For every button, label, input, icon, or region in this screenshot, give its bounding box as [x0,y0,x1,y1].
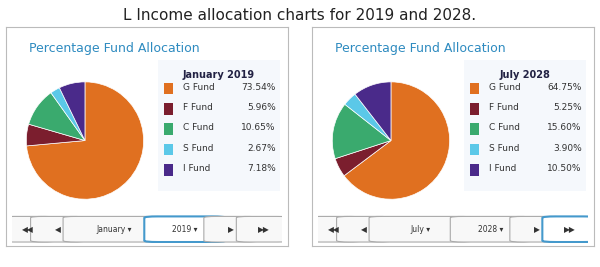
Text: 3.90%: 3.90% [553,144,582,153]
Wedge shape [26,124,85,146]
FancyBboxPatch shape [470,144,479,155]
FancyBboxPatch shape [470,83,479,94]
Text: 5.96%: 5.96% [247,103,276,112]
Text: ◀: ◀ [361,225,367,234]
Text: 5.25%: 5.25% [553,103,582,112]
Text: F Fund: F Fund [488,103,518,112]
Text: 10.50%: 10.50% [547,164,582,173]
Text: S Fund: S Fund [182,144,213,153]
Text: C Fund: C Fund [182,123,214,132]
Text: 2019 ▾: 2019 ▾ [172,225,197,234]
FancyBboxPatch shape [154,54,284,196]
Wedge shape [335,140,391,176]
Text: 15.60%: 15.60% [547,123,582,132]
Text: 2028 ▾: 2028 ▾ [478,225,503,234]
Wedge shape [26,82,143,199]
Wedge shape [332,104,391,159]
Text: ▶: ▶ [534,225,540,234]
FancyBboxPatch shape [164,164,173,176]
FancyBboxPatch shape [460,54,590,196]
Text: ▶: ▶ [228,225,234,234]
FancyBboxPatch shape [164,103,173,115]
Text: January ▾: January ▾ [97,225,132,234]
FancyBboxPatch shape [307,217,361,242]
Wedge shape [355,82,391,140]
FancyBboxPatch shape [31,217,85,242]
FancyBboxPatch shape [164,83,173,94]
Text: Percentage Fund Allocation: Percentage Fund Allocation [29,42,199,55]
FancyBboxPatch shape [450,217,532,242]
Text: G Fund: G Fund [182,83,214,92]
Text: L Income allocation charts for 2019 and 2028.: L Income allocation charts for 2019 and … [124,8,476,23]
Wedge shape [344,82,449,199]
Text: G Fund: G Fund [488,83,520,92]
Wedge shape [59,82,85,140]
Text: 2.67%: 2.67% [247,144,276,153]
FancyBboxPatch shape [470,123,479,135]
Wedge shape [345,94,391,140]
Text: C Fund: C Fund [488,123,520,132]
FancyBboxPatch shape [510,217,564,242]
Wedge shape [29,93,85,140]
Text: ▶▶: ▶▶ [257,225,269,234]
FancyBboxPatch shape [236,217,290,242]
Text: ◀: ◀ [55,225,61,234]
Wedge shape [51,88,85,140]
FancyBboxPatch shape [144,217,226,242]
FancyBboxPatch shape [470,103,479,115]
Text: July ▾: July ▾ [410,225,431,234]
Text: ▶▶: ▶▶ [563,225,575,234]
Text: I Fund: I Fund [488,164,516,173]
FancyBboxPatch shape [63,217,166,242]
FancyBboxPatch shape [204,217,258,242]
Text: ◀◀: ◀◀ [22,225,34,234]
Text: 64.75%: 64.75% [548,83,582,92]
FancyBboxPatch shape [164,144,173,155]
Text: 10.65%: 10.65% [241,123,276,132]
Text: ◀◀: ◀◀ [328,225,340,234]
Text: Percentage Fund Allocation: Percentage Fund Allocation [335,42,505,55]
FancyBboxPatch shape [337,217,391,242]
FancyBboxPatch shape [542,217,596,242]
FancyBboxPatch shape [470,164,479,176]
Text: 7.18%: 7.18% [247,164,276,173]
Text: I Fund: I Fund [182,164,210,173]
Text: F Fund: F Fund [182,103,212,112]
Text: July 2028: July 2028 [499,70,550,80]
FancyBboxPatch shape [369,217,472,242]
FancyBboxPatch shape [164,123,173,135]
Text: 73.54%: 73.54% [242,83,276,92]
FancyBboxPatch shape [1,217,55,242]
Text: January 2019: January 2019 [183,70,255,80]
Text: S Fund: S Fund [488,144,519,153]
